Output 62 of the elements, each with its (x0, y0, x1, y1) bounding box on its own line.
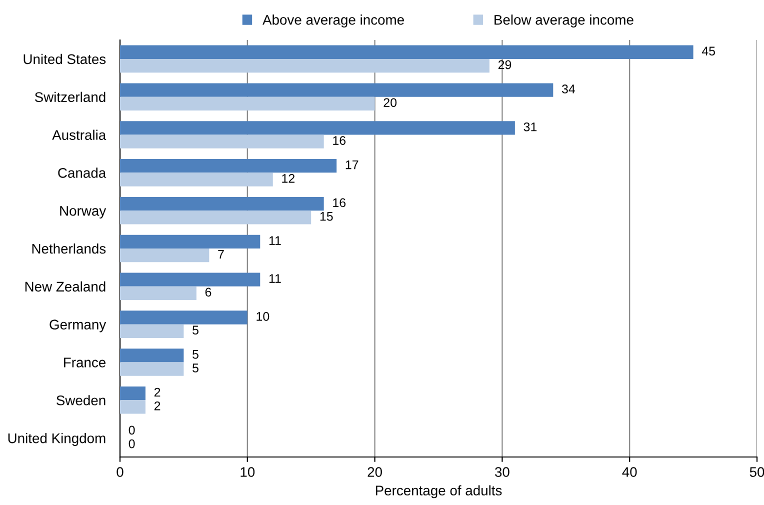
y-tick-label: Australia (52, 130, 106, 140)
data-label: 20 (384, 98, 397, 108)
bar (120, 83, 554, 97)
data-label: 16 (333, 136, 346, 145)
legend-label: Below average income (494, 14, 634, 28)
bar (120, 96, 375, 111)
data-label: 5 (192, 364, 198, 372)
y-tick-label: United States (24, 54, 106, 64)
x-tick-label: 40 (622, 467, 637, 477)
bar (120, 248, 210, 262)
bar (120, 134, 324, 148)
bar (120, 310, 248, 324)
bar (120, 400, 146, 414)
data-label: 0 (128, 439, 135, 448)
bar (120, 58, 490, 73)
bar (120, 45, 694, 59)
data-label: 6 (205, 288, 212, 297)
y-tick-label: Netherlands (32, 243, 106, 254)
bar (120, 234, 260, 248)
bar (120, 362, 184, 376)
data-label: 2 (154, 401, 160, 410)
bar (120, 121, 515, 135)
y-tick-label: Norway (60, 206, 106, 219)
data-label: 16 (333, 198, 346, 208)
x-tick-label: 20 (368, 467, 382, 477)
data-label: 0 (128, 426, 135, 435)
y-tick-label: Switzerland (34, 92, 106, 102)
bar (120, 324, 184, 338)
bar (120, 196, 324, 211)
data-label: 31 (524, 122, 537, 132)
x-tick-label: 50 (750, 467, 764, 477)
bar (120, 348, 184, 362)
data-label: 5 (192, 326, 198, 334)
x-axis-title: Percentage of adults (376, 485, 502, 498)
data-label: 34 (562, 84, 576, 94)
bar (120, 286, 196, 300)
data-label: 29 (498, 60, 512, 70)
data-label: 7 (218, 250, 224, 259)
y-tick-label: Sweden (56, 395, 106, 406)
x-tick-label: 30 (495, 467, 510, 477)
x-tick-label: 10 (240, 467, 255, 477)
data-label: 12 (282, 174, 294, 183)
data-label: 11 (269, 236, 281, 245)
data-label: 17 (346, 160, 358, 170)
bar (120, 172, 273, 186)
data-label: 15 (320, 212, 333, 221)
data-label: 5 (192, 350, 198, 359)
data-label: 2 (154, 388, 160, 397)
bar (120, 210, 312, 224)
bar (120, 159, 337, 173)
x-tick-label: 0 (116, 467, 124, 477)
data-label: 10 (256, 312, 270, 321)
data-label: 45 (702, 46, 716, 56)
bar (120, 272, 260, 286)
y-tick-label: Canada (58, 168, 106, 178)
y-tick-label: Germany (50, 320, 106, 332)
y-tick-label: United Kingdom (8, 433, 106, 446)
y-tick-label: France (64, 358, 106, 368)
data-label: 11 (269, 274, 281, 283)
bar (120, 386, 146, 400)
y-tick-label: New Zealand (25, 281, 106, 292)
legend-label: Above average income (262, 14, 404, 28)
